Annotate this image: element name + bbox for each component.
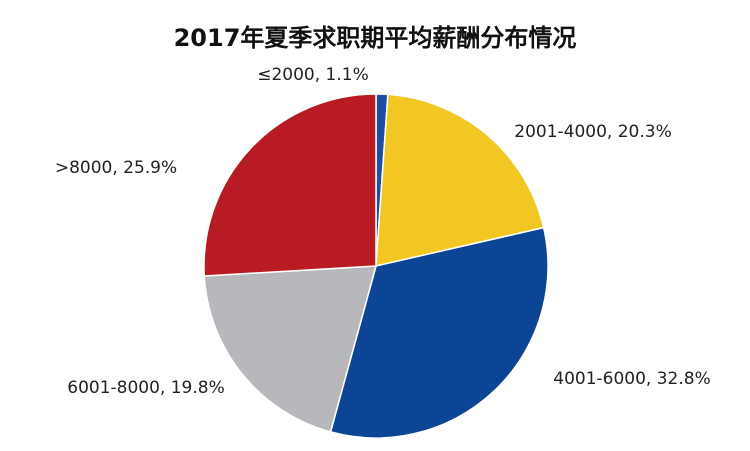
pie-slice-5 [203, 93, 377, 277]
slice-label-1: ≤2000, 1.1% [257, 65, 369, 85]
slice-label-4: 6001-8000, 19.8% [67, 378, 224, 398]
slice-label-3: 4001-6000, 32.8% [553, 369, 710, 389]
pie-slice-2 [375, 93, 545, 267]
pie-slice-4 [203, 265, 377, 433]
slice-label-2: 2001-4000, 20.3% [514, 122, 671, 142]
slice-label-5: >8000, 25.9% [55, 158, 177, 178]
pie-slice-3 [329, 226, 549, 439]
chart-title: 2017年夏季求职期平均薪酬分布情况 [173, 24, 577, 52]
